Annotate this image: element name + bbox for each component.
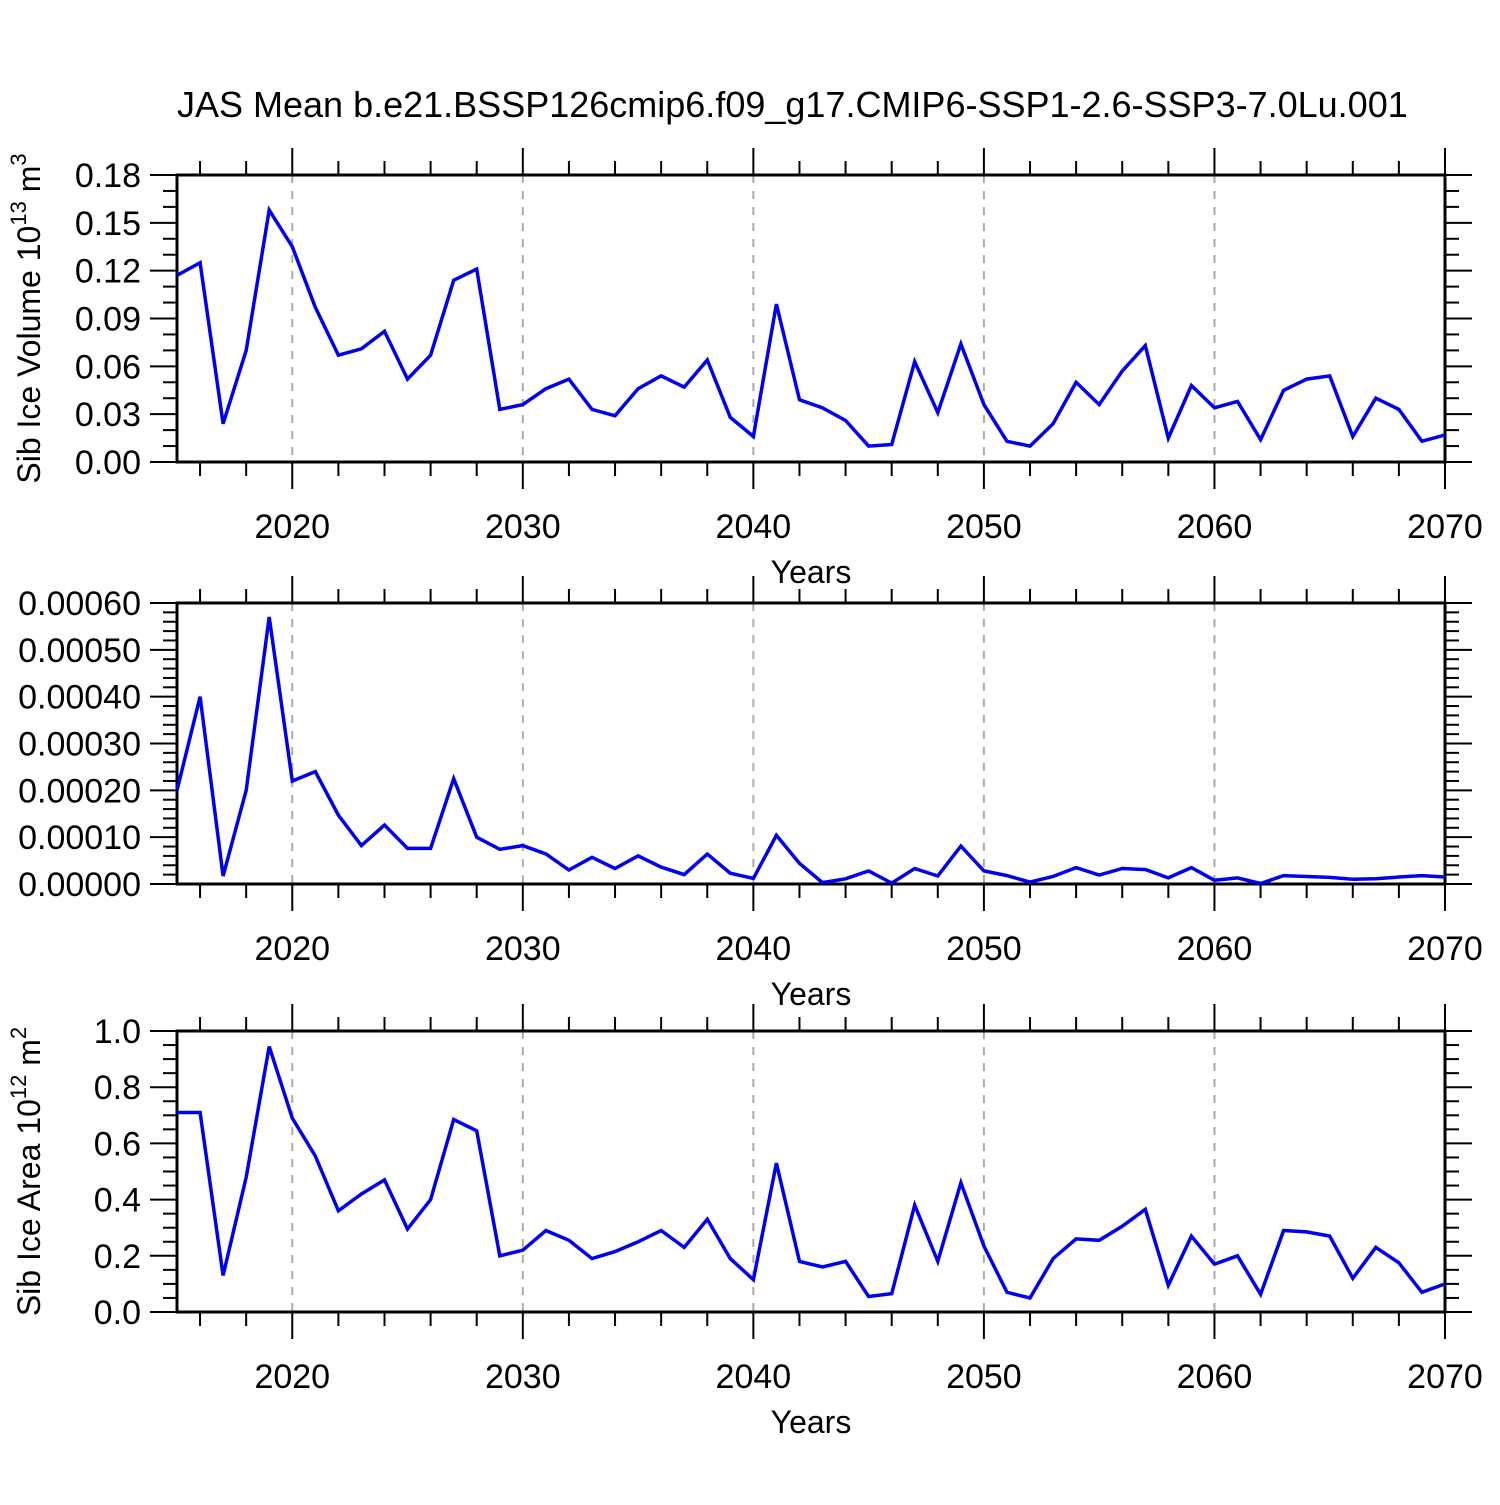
y-tick-label: 0.00010 [18, 819, 141, 857]
y-axis-title: Sib Ice Volume 1013 m3 [6, 153, 47, 483]
y-tick-label: 0.00020 [18, 772, 141, 810]
y-tick-label: 0.06 [75, 348, 141, 386]
x-tick-label: 2040 [716, 1358, 792, 1396]
y-tick-label: 0.12 [75, 253, 141, 291]
y-tick-label: 0.00 [75, 444, 141, 482]
plot-frame [175, 173, 1447, 464]
x-tick-label: 2030 [485, 508, 561, 546]
x-tick-label: 2020 [254, 930, 330, 968]
y-tick-label: 0.00000 [18, 866, 141, 904]
panel-sib-ice-middle: 2020 2030 2040 2050 2060 2070 0.00000 0.00010 0.… [18, 576, 1483, 1012]
y-tick-label: 0.00050 [18, 632, 141, 670]
series-sib-ice-volume [176, 205, 1446, 449]
x-tick-label: 2030 [485, 930, 561, 968]
plot-frame [175, 1029, 1447, 1314]
x-axis-title: Years [771, 554, 852, 590]
y-tick-label: 0.0 [94, 1294, 141, 1332]
y-tick-label: 0.03 [75, 396, 141, 434]
panel-sib-ice-volume: 2020 2030 2040 2050 2060 2070 0.00 0.03 0.06 0.09… [6, 148, 1483, 590]
x-tick-label: 2070 [1407, 508, 1483, 546]
y-tick-label: 0.2 [94, 1238, 141, 1276]
x-tick-label: 2050 [946, 1358, 1022, 1396]
x-tick-label: 2040 [716, 930, 792, 968]
x-tick-label: 2050 [946, 930, 1022, 968]
y-tick-label: 0.18 [75, 157, 141, 195]
x-axis-title: Years [771, 1404, 852, 1440]
y-tick-label: 0.6 [94, 1125, 141, 1163]
chart-title: JAS Mean b.e21.BSSP126cmip6.f09_g17.CMIP… [177, 84, 1408, 125]
y-tick-label: 0.00030 [18, 726, 141, 764]
y-tick-label: 0.00060 [18, 585, 141, 623]
x-tick-label: 2020 [254, 1358, 330, 1396]
y-tick-label: 0.15 [75, 205, 141, 243]
x-tick-label: 2070 [1407, 930, 1483, 968]
x-tick-label: 2030 [485, 1358, 561, 1396]
x-tick-label: 2020 [254, 508, 330, 546]
x-tick-label: 2060 [1177, 508, 1253, 546]
y-tick-label: 0.09 [75, 301, 141, 339]
y-tick-label: 0.8 [94, 1069, 141, 1107]
series-sib-ice-area [177, 1045, 1446, 1301]
series-sib-ice-middle [175, 616, 1446, 886]
x-tick-label: 2060 [1177, 930, 1253, 968]
y-axis-title: Sib Ice Area 1012 m2 [6, 1027, 47, 1316]
x-axis-title: Years [771, 976, 852, 1012]
x-tick-label: 2040 [716, 508, 792, 546]
x-tick-label: 2060 [1177, 1358, 1253, 1396]
y-tick-label: 0.4 [94, 1182, 141, 1220]
x-tick-label: 2050 [946, 508, 1022, 546]
y-tick-label: 0.00040 [18, 679, 141, 717]
panel-sib-ice-area: 2020 2030 2040 2050 2060 2070 0.0 0.2 0.4 0.6 0.8 1… [6, 1004, 1483, 1440]
y-tick-label: 1.0 [94, 1013, 141, 1051]
x-tick-label: 2070 [1407, 1358, 1483, 1396]
